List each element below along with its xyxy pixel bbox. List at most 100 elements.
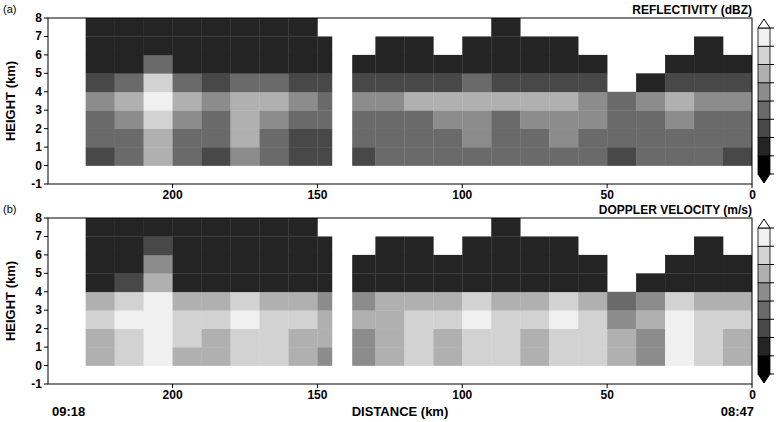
y-axis-title: HEIGHT (km) xyxy=(3,61,18,141)
y-tick-label: 5 xyxy=(35,66,42,80)
cell xyxy=(491,292,520,311)
cell xyxy=(202,129,231,148)
cell xyxy=(144,236,173,255)
cell xyxy=(549,110,578,129)
y-tick-label: 1 xyxy=(35,340,42,354)
cell xyxy=(723,110,752,129)
cell xyxy=(636,129,665,148)
cell xyxy=(202,255,231,274)
cell xyxy=(665,147,694,166)
cell xyxy=(259,347,288,366)
cell xyxy=(433,110,462,129)
cell xyxy=(86,129,115,148)
cell xyxy=(173,273,202,292)
cell xyxy=(665,347,694,366)
cell xyxy=(462,36,491,55)
cell xyxy=(375,255,404,274)
cell xyxy=(636,310,665,329)
cell xyxy=(202,73,231,92)
cell xyxy=(288,347,317,366)
x-tick-label: 50 xyxy=(600,388,614,402)
cell xyxy=(404,55,433,74)
colorbar-tick xyxy=(770,319,774,320)
cell xyxy=(578,110,607,129)
cell xyxy=(607,147,636,166)
x-tick-label: 0 xyxy=(749,188,756,202)
cell xyxy=(144,129,173,148)
panel-label: (b) xyxy=(3,203,16,215)
y-tick xyxy=(44,165,48,166)
cell xyxy=(317,92,332,111)
x-axis-title: DISTANCE (km) xyxy=(352,404,449,419)
colorbar-range xyxy=(776,28,777,174)
y-tick xyxy=(44,36,48,37)
cell xyxy=(288,18,317,37)
cell xyxy=(636,73,665,92)
cell xyxy=(433,129,462,148)
cell xyxy=(144,273,173,292)
cell xyxy=(491,18,520,37)
x-tick-label: 150 xyxy=(307,388,327,402)
cell xyxy=(231,129,260,148)
cell xyxy=(549,310,578,329)
cell xyxy=(115,273,144,292)
cell xyxy=(202,347,231,366)
y-tick-label: 4 xyxy=(35,285,42,299)
cell xyxy=(317,236,332,255)
colorbar-step xyxy=(758,301,770,319)
colorbar-extend-low xyxy=(758,174,770,183)
cell xyxy=(259,110,288,129)
panel-title: REFLECTIVITY (dBZ) xyxy=(632,3,752,17)
cell xyxy=(115,18,144,37)
cell xyxy=(352,255,375,274)
y-tick xyxy=(44,18,48,19)
cell xyxy=(520,55,549,74)
cell xyxy=(144,92,173,111)
colorbar-tick xyxy=(770,174,774,175)
cell xyxy=(115,329,144,348)
y-tick xyxy=(44,254,48,255)
cell xyxy=(115,347,144,366)
cell xyxy=(491,36,520,55)
cell xyxy=(288,73,317,92)
cell xyxy=(723,310,752,329)
cell xyxy=(404,73,433,92)
cell xyxy=(317,55,332,74)
cell xyxy=(375,92,404,111)
colorbar-tick xyxy=(770,337,774,338)
cell xyxy=(375,329,404,348)
y-tick xyxy=(44,73,48,74)
cell xyxy=(173,292,202,311)
cell xyxy=(636,292,665,311)
colorbar-tick xyxy=(770,355,774,356)
cell xyxy=(288,129,317,148)
colorbar-tick xyxy=(770,228,774,229)
cell xyxy=(86,73,115,92)
y-tick xyxy=(44,384,48,385)
cell xyxy=(491,218,520,237)
colorbar-tick xyxy=(770,28,774,29)
cell xyxy=(549,255,578,274)
colorbar-range xyxy=(776,228,777,374)
cell xyxy=(723,255,752,274)
cell xyxy=(375,55,404,74)
cell xyxy=(636,273,665,292)
cell xyxy=(607,110,636,129)
colorbar-step xyxy=(758,265,770,283)
end-time: 08:47 xyxy=(721,404,754,419)
cell xyxy=(636,147,665,166)
cell xyxy=(694,236,723,255)
panel-label: (a) xyxy=(3,3,16,15)
cell xyxy=(491,236,520,255)
cell xyxy=(202,292,231,311)
cell xyxy=(86,218,115,237)
cell xyxy=(433,310,462,329)
cell xyxy=(665,110,694,129)
cell xyxy=(288,110,317,129)
cell xyxy=(491,110,520,129)
cell xyxy=(202,147,231,166)
cell xyxy=(723,55,752,74)
y-tick-label: 2 xyxy=(35,122,42,136)
cell xyxy=(491,92,520,111)
colorbar-tick xyxy=(770,155,774,156)
